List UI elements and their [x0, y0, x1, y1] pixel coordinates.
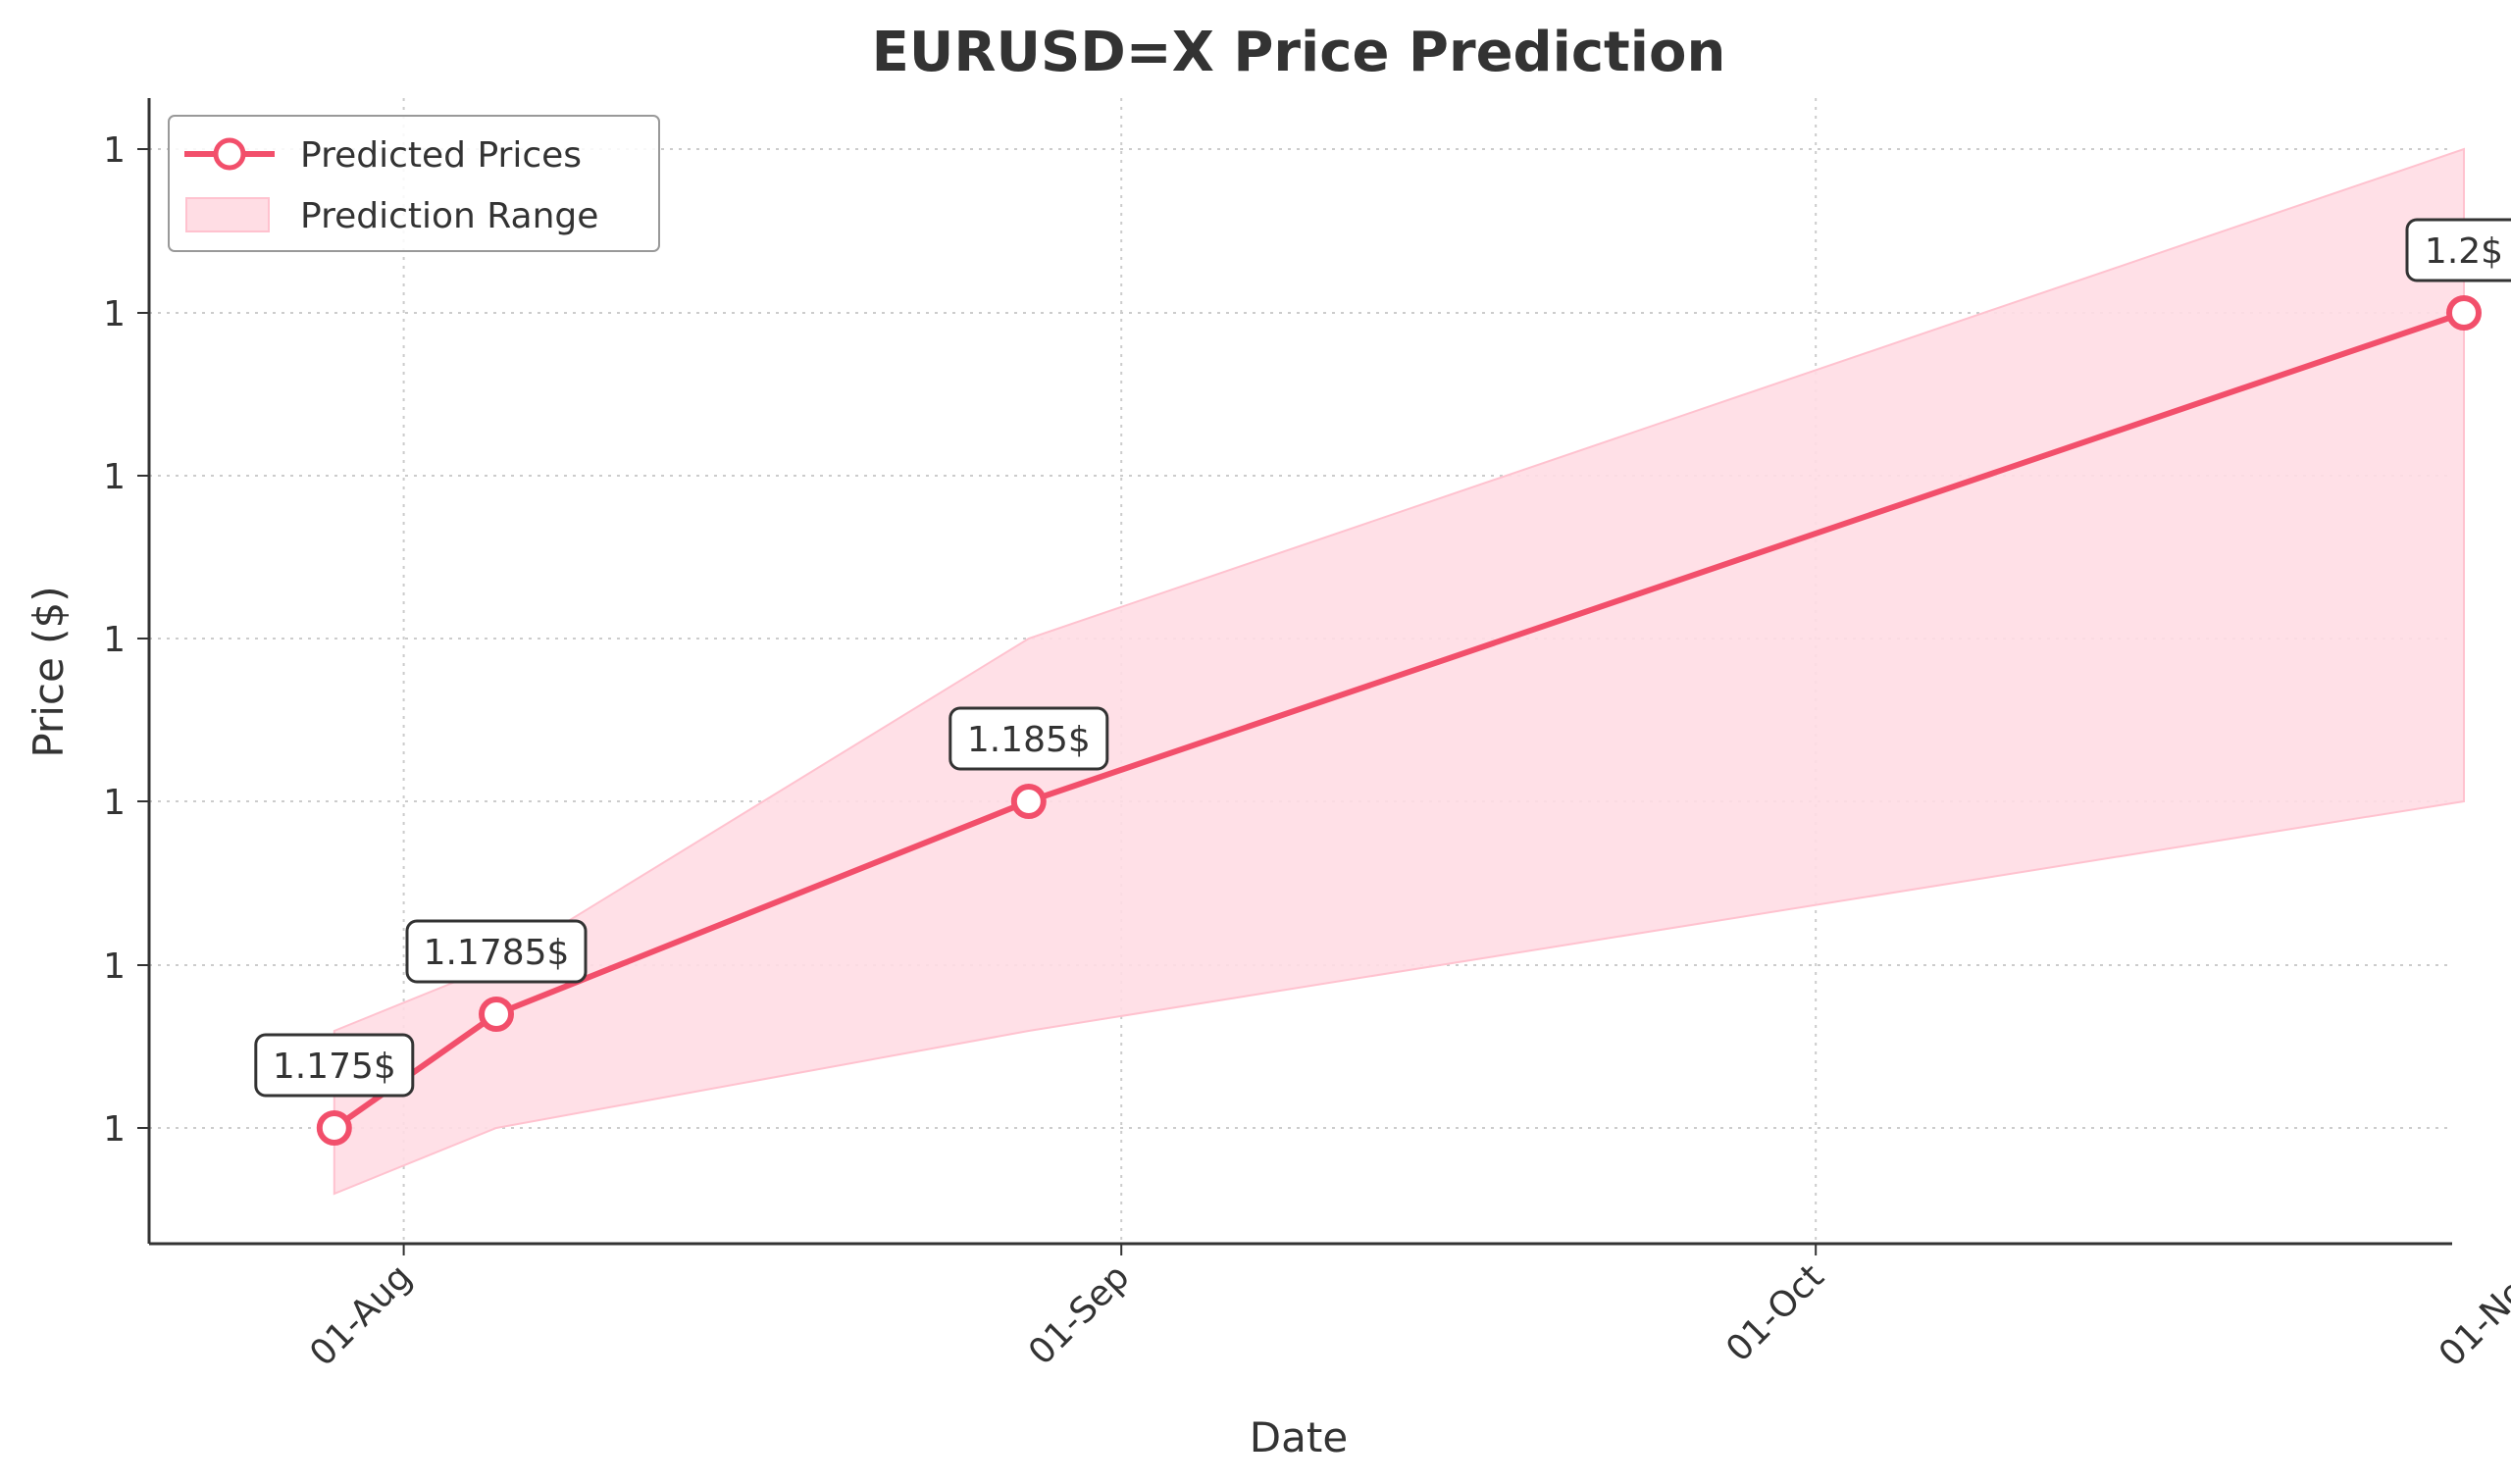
data-point — [316, 1110, 352, 1146]
y-tick-label: 1 — [103, 947, 126, 987]
y-tick-label: 1 — [103, 457, 126, 497]
data-label: 1.185$ — [967, 720, 1091, 760]
y-tick-label: 1 — [103, 1109, 126, 1150]
predicted-prices-line — [333, 310, 2465, 1131]
legend-label-range: Prediction Range — [300, 196, 598, 236]
y-tick-label: 1 — [103, 620, 126, 660]
axes — [137, 98, 2452, 1255]
y-tick-label: 1 — [103, 783, 126, 823]
x-tick-label: 01-Sep — [1021, 1256, 1138, 1373]
legend-range-swatch — [185, 197, 270, 232]
legend: Predicted Prices Prediction Range — [168, 115, 660, 252]
data-label: 1.175$ — [273, 1047, 396, 1087]
x-axis-label: Date — [1250, 1413, 1348, 1461]
x-tick-label: 01-Nov — [2432, 1256, 2511, 1374]
data-label: 1.1785$ — [424, 933, 570, 973]
annotation-box — [2405, 218, 2511, 282]
data-points — [316, 295, 2482, 1146]
data-annotations: 1.175$ 1.1785$ 1.185$ 1.2$ — [254, 218, 2511, 1098]
annotation-box — [405, 919, 588, 984]
data-point — [479, 997, 514, 1032]
y-tick-label: 1 — [103, 294, 126, 334]
data-point — [2446, 295, 2482, 331]
y-tick-label: 1 — [103, 130, 126, 171]
data-point — [1010, 784, 1047, 819]
annotation-box — [948, 706, 1109, 771]
y-axis-label: Price ($) — [25, 586, 73, 757]
prediction-range-area — [333, 147, 2465, 1196]
annotation-box — [254, 1033, 415, 1098]
x-tick-label: 01-Oct — [1718, 1256, 1831, 1369]
legend-box — [168, 115, 660, 252]
legend-label-predicted: Predicted Prices — [300, 135, 582, 176]
chart-title: EURUSD=X Price Prediction — [872, 21, 1726, 84]
x-tick-label: 01-Aug — [302, 1256, 420, 1374]
legend-marker-swatch — [213, 137, 246, 171]
data-label: 1.2$ — [2425, 231, 2503, 272]
